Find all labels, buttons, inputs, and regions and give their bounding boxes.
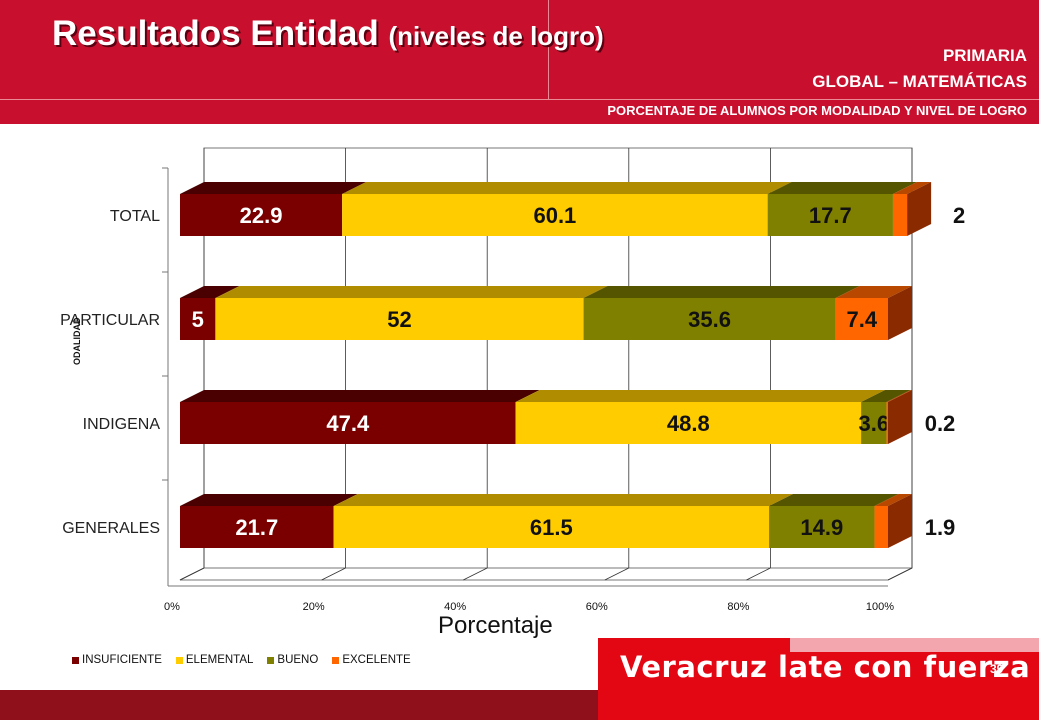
- header-band: [0, 0, 1039, 124]
- bar-segment-insuficiente: [180, 298, 216, 340]
- x-tick-label: 40%: [444, 601, 466, 613]
- bar-side: [888, 494, 912, 548]
- data-label: 60.1: [533, 203, 576, 228]
- floor-gridline: [604, 567, 629, 581]
- header-rule: [0, 99, 1039, 100]
- bar-segment-elemental: [333, 506, 770, 548]
- bar-segment-elemental: [515, 402, 862, 444]
- data-label: 35.6: [688, 307, 731, 332]
- bar-segment-bueno: [583, 298, 836, 340]
- bar-top-bueno: [769, 494, 899, 506]
- bar-top-elemental: [515, 390, 886, 402]
- bar-top-insuficiente: [180, 286, 240, 298]
- data-label: 47.4: [326, 411, 370, 436]
- bar-side: [888, 286, 912, 340]
- legend-swatch: [72, 656, 79, 664]
- bar-top-excelente: [835, 286, 912, 298]
- slogan-text: Veracruz late con fuerza: [620, 650, 1031, 684]
- bar-top-elemental: [215, 286, 608, 298]
- floor-gridline: [887, 567, 913, 581]
- data-label: 3.6: [859, 411, 890, 436]
- description-label: PORCENTAJE DE ALUMNOS POR MODALIDAD Y NI…: [607, 103, 1027, 118]
- bar-top-elemental: [342, 182, 792, 194]
- bar-segment-elemental: [215, 298, 584, 340]
- data-label: 14.9: [800, 515, 843, 540]
- data-label: 17.7: [809, 203, 852, 228]
- x-tick-label: 100%: [866, 601, 894, 613]
- data-label: 5: [192, 307, 204, 332]
- y-category-label: TOTAL: [110, 208, 160, 225]
- page-number: 39: [990, 662, 1004, 676]
- data-label: 0.2: [925, 411, 956, 436]
- bar-segment-elemental: [342, 194, 768, 236]
- subject-label: GLOBAL – MATEMÁTICAS: [812, 72, 1027, 91]
- bar-segment-bueno: [861, 402, 887, 444]
- floor-gridline: [179, 567, 205, 581]
- data-label: 22.9: [240, 203, 283, 228]
- legend-label: BUENO: [277, 654, 319, 666]
- x-tick-label: 0%: [164, 601, 180, 613]
- bar-segment-excelente: [886, 402, 888, 444]
- data-label: 21.7: [235, 515, 278, 540]
- bar-segment-insuficiente: [180, 506, 334, 548]
- data-label: 48.8: [667, 411, 710, 436]
- legend-item-insuficiente: INSUFICIENTE: [72, 654, 162, 666]
- header-divider: [548, 0, 549, 100]
- legend-item-elemental: ELEMENTAL: [175, 654, 254, 666]
- bar-top-excelente: [886, 390, 912, 402]
- bar-side: [888, 390, 912, 444]
- title-sub: (niveles de logro): [388, 21, 604, 51]
- bar-top-insuficiente: [180, 390, 540, 402]
- bar-top-insuficiente: [180, 494, 358, 506]
- floor-gridline: [321, 567, 346, 581]
- legend-item-excelente: EXCELENTE: [332, 654, 411, 666]
- bar-segment-excelente: [835, 298, 888, 340]
- bar-segment-excelente: [892, 194, 908, 236]
- bar-segment-bueno: [767, 194, 893, 236]
- legend-swatch: [332, 656, 340, 664]
- x-tick-label: 80%: [727, 601, 749, 613]
- data-label: 1.9: [925, 515, 956, 540]
- legend-swatch: [267, 656, 275, 664]
- legend-swatch: [175, 656, 183, 664]
- bar-top-excelente: [874, 494, 912, 506]
- bar-top-elemental: [333, 494, 794, 506]
- stacked-bar-chart: 0% 20% 40% 60% 80% 100% TOTAL 22.9 60.1 17.7 2 PART…: [60, 147, 965, 613]
- bar-top-bueno: [583, 286, 860, 298]
- floor-gridline: [463, 567, 488, 581]
- data-label: 52: [387, 307, 411, 332]
- chart-floor: [179, 567, 913, 581]
- data-label: 2: [953, 203, 965, 228]
- legend-label: ELEMENTAL: [185, 654, 254, 666]
- y-category-label: GENERALES: [62, 520, 160, 537]
- floor-gridline: [746, 567, 771, 581]
- bar-side: [907, 182, 932, 236]
- footer-tab: [790, 638, 1039, 652]
- level-label: PRIMARIA: [942, 46, 1027, 65]
- bar-segment-excelente: [874, 506, 888, 548]
- x-tick-label: 60%: [586, 601, 608, 613]
- legend-label: INSUFICIENTE: [82, 654, 162, 666]
- bar-top-bueno: [767, 182, 917, 194]
- bar-segment-bueno: [769, 506, 875, 548]
- y-category-label: PARTICULAR: [60, 312, 160, 329]
- data-label: 7.4: [847, 307, 878, 332]
- bar-top-excelente: [892, 182, 932, 194]
- chart-legend: INSUFICIENTE ELEMENTAL BUENO EXCELENTE: [72, 654, 411, 666]
- bar-segment-insuficiente: [180, 402, 516, 444]
- bar-top-insuficiente: [180, 182, 367, 194]
- page-title: Resultados Entidad (niveles de logro): [52, 14, 604, 54]
- y-axis-title: ODALIDAD: [72, 317, 82, 366]
- legend-item-bueno: BUENO: [267, 654, 318, 666]
- y-category-label: INDIGENA: [83, 416, 161, 433]
- x-axis-title: Porcentaje: [438, 612, 553, 639]
- bar-top-bueno: [861, 390, 911, 402]
- x-tick-label: 20%: [303, 601, 325, 613]
- bar-segment-insuficiente: [180, 194, 343, 236]
- title-main: Resultados Entidad: [52, 14, 379, 53]
- data-label: 61.5: [530, 515, 573, 540]
- legend-label: EXCELENTE: [342, 654, 411, 666]
